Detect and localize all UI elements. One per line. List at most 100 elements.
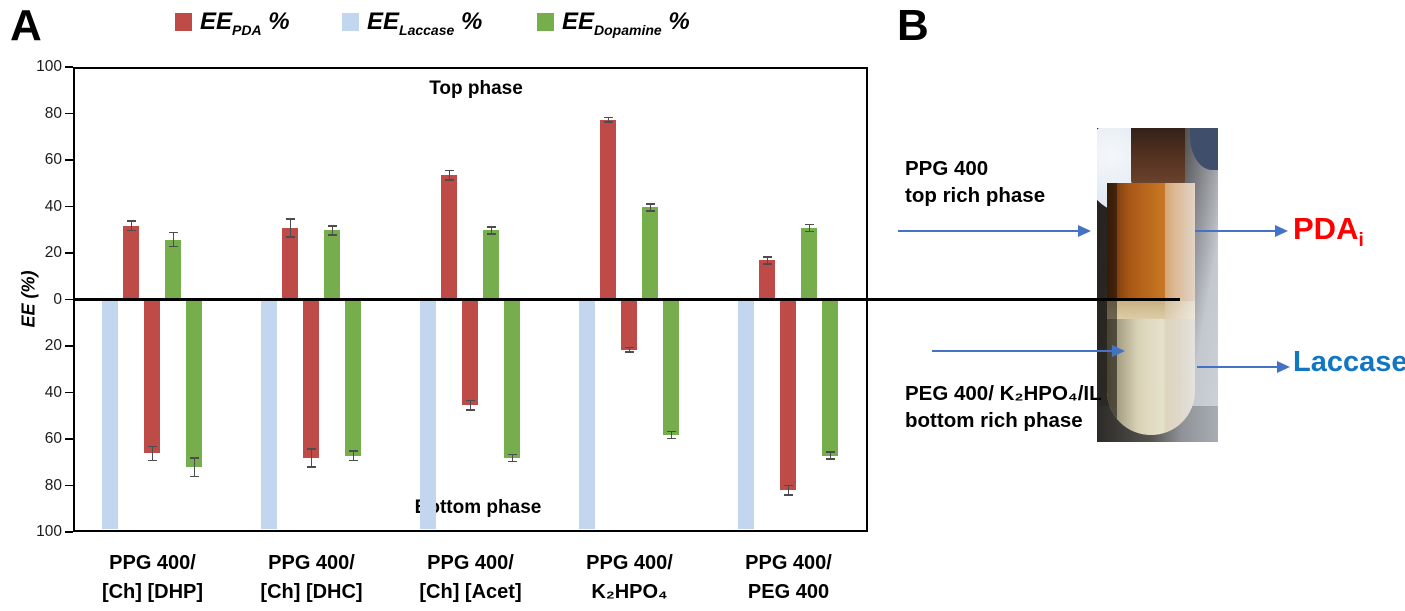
- y-tick-mark: [65, 438, 73, 440]
- error-bar-cap: [327, 224, 337, 227]
- error-bar-cap: [762, 255, 772, 258]
- y-tick-label: 80: [44, 104, 62, 122]
- error-bar-cap: [465, 399, 475, 402]
- laccase-label: Laccase: [1293, 346, 1405, 378]
- error-bar-cap: [306, 466, 316, 469]
- error-bar-line: [193, 458, 196, 477]
- bar-ee-laccase-bottom-phase-: [102, 299, 119, 530]
- error-bar-line: [649, 203, 652, 211]
- error-bar-cap: [327, 234, 337, 236]
- legend-item-laccase: EELaccase %: [342, 8, 482, 39]
- error-bar-cap: [645, 209, 655, 212]
- bar-ee-laccase-bottom-phase-: [738, 299, 755, 530]
- error-bar-cap: [147, 445, 157, 448]
- error-bar-cap: [348, 450, 358, 452]
- bar-ee-pda-top-phase-: [600, 119, 617, 300]
- error-bar-line: [289, 218, 292, 238]
- bar-ee-pda-top-phase-: [123, 225, 140, 300]
- panel-b-label: B: [897, 1, 929, 50]
- y-tick-label: 0: [53, 290, 62, 308]
- error-bar-cap: [306, 448, 316, 450]
- error-bar-cap: [507, 453, 517, 456]
- bar-ee-dopamine-top-phase-: [642, 207, 659, 300]
- legend-item-pda: EEPDA %: [175, 8, 290, 39]
- error-bar-cap: [645, 203, 655, 205]
- y-tick-mark: [65, 345, 73, 347]
- bottom-rich-phase-note: PEG 400/ K₂HPO₄/IL bottom rich phase: [905, 381, 1102, 434]
- legend-swatch-pda: [175, 13, 192, 31]
- error-bar-line: [151, 446, 154, 461]
- legend-swatch-dopamine: [537, 13, 554, 31]
- error-bar-cap: [804, 223, 814, 226]
- bar-ee-dopamine-top-phase-: [801, 228, 818, 300]
- y-tick-mark: [65, 484, 73, 487]
- error-bar-cap: [126, 229, 136, 232]
- y-tick-label: 40: [44, 383, 62, 401]
- y-tick-mark: [65, 66, 73, 68]
- pda-label-subscript: i: [1358, 230, 1364, 252]
- error-bar-cap: [624, 346, 634, 349]
- bottom-phase-arrow-head: [1112, 344, 1125, 357]
- x-category-label: PPG 400/PEG 400: [745, 552, 832, 603]
- bar-ee-pda-top-phase-: [441, 175, 458, 300]
- x-category-label: PPG 400/[Ch] [Acet]: [419, 552, 522, 603]
- x-category-label: PPG 400/K₂HPO₄: [586, 552, 673, 603]
- bottom-rich-phase-note-line1: PEG 400/ K₂HPO₄/IL: [905, 382, 1102, 405]
- x-category-label: PPG 400/[Ch] [DHC]: [260, 552, 363, 603]
- bottom-rich-phase-note-line2: bottom rich phase: [905, 408, 1083, 432]
- error-bar-line: [808, 224, 811, 232]
- error-bar-line: [490, 226, 493, 234]
- bar-ee-pda-bottom-phase-: [303, 299, 320, 458]
- error-bar-cap: [444, 169, 454, 172]
- error-bar-cap: [465, 408, 475, 411]
- error-bar-cap: [825, 451, 835, 454]
- tube-body: [1107, 183, 1195, 435]
- error-bar-cap: [804, 230, 814, 233]
- error-bar-cap: [783, 494, 793, 496]
- y-tick-label: 20: [44, 337, 62, 354]
- error-bar-cap: [444, 178, 454, 181]
- y-tick-mark: [65, 112, 73, 115]
- error-bar-line: [448, 170, 451, 180]
- bar-ee-dopamine-bottom-phase-: [345, 299, 362, 456]
- y-tick-label: 100: [36, 523, 62, 540]
- top-rich-phase-note-line2: top rich phase: [905, 183, 1046, 207]
- photo-dark-corner: [1190, 128, 1218, 170]
- legend-swatch-laccase: [342, 13, 359, 31]
- error-bar-line: [130, 221, 133, 231]
- error-bar-line: [766, 256, 769, 264]
- error-bar-line: [829, 452, 832, 460]
- bar-ee-pda-top-phase-: [759, 260, 776, 300]
- error-bar-cap: [666, 430, 676, 433]
- error-bar-line: [787, 485, 790, 495]
- pda-label-main: PDA: [1293, 211, 1359, 246]
- bar-ee-dopamine-top-phase-: [324, 230, 341, 300]
- y-tick-label: 60: [44, 430, 62, 447]
- y-tick-label: 100: [36, 58, 62, 75]
- zero-axis-line: [73, 298, 1180, 301]
- top-rich-phase-note-line1: PPG 400: [905, 157, 989, 180]
- bar-ee-pda-top-phase-: [282, 228, 299, 300]
- error-bar-line: [670, 431, 673, 439]
- error-bar-cap: [603, 121, 613, 124]
- bar-ee-pda-bottom-phase-: [621, 299, 638, 350]
- y-tick-mark: [65, 531, 73, 533]
- y-tick-label: 20: [44, 244, 62, 261]
- legend-item-dopamine: EEDopamine %: [537, 8, 690, 39]
- tube-neck: [1131, 128, 1185, 188]
- y-tick-label: 80: [44, 476, 62, 494]
- tube-glass-highlight: [1165, 183, 1195, 435]
- top-phase-arrow-line: [898, 230, 1080, 233]
- pda-label: PDAi: [1293, 213, 1364, 250]
- legend-label: EEDopamine %: [562, 8, 690, 38]
- laccase-arrow-line: [1197, 366, 1277, 369]
- pda-arrow-line: [1195, 230, 1275, 233]
- error-bar-cap: [189, 457, 199, 459]
- error-bar-cap: [168, 245, 178, 248]
- y-tick-label: 40: [44, 197, 62, 215]
- bar-ee-dopamine-bottom-phase-: [504, 299, 521, 458]
- y-tick-mark: [65, 205, 73, 208]
- bottom-phase-annotation: Bottom phase: [414, 497, 542, 518]
- error-bar-cap: [486, 226, 496, 228]
- error-bar-line: [607, 117, 610, 123]
